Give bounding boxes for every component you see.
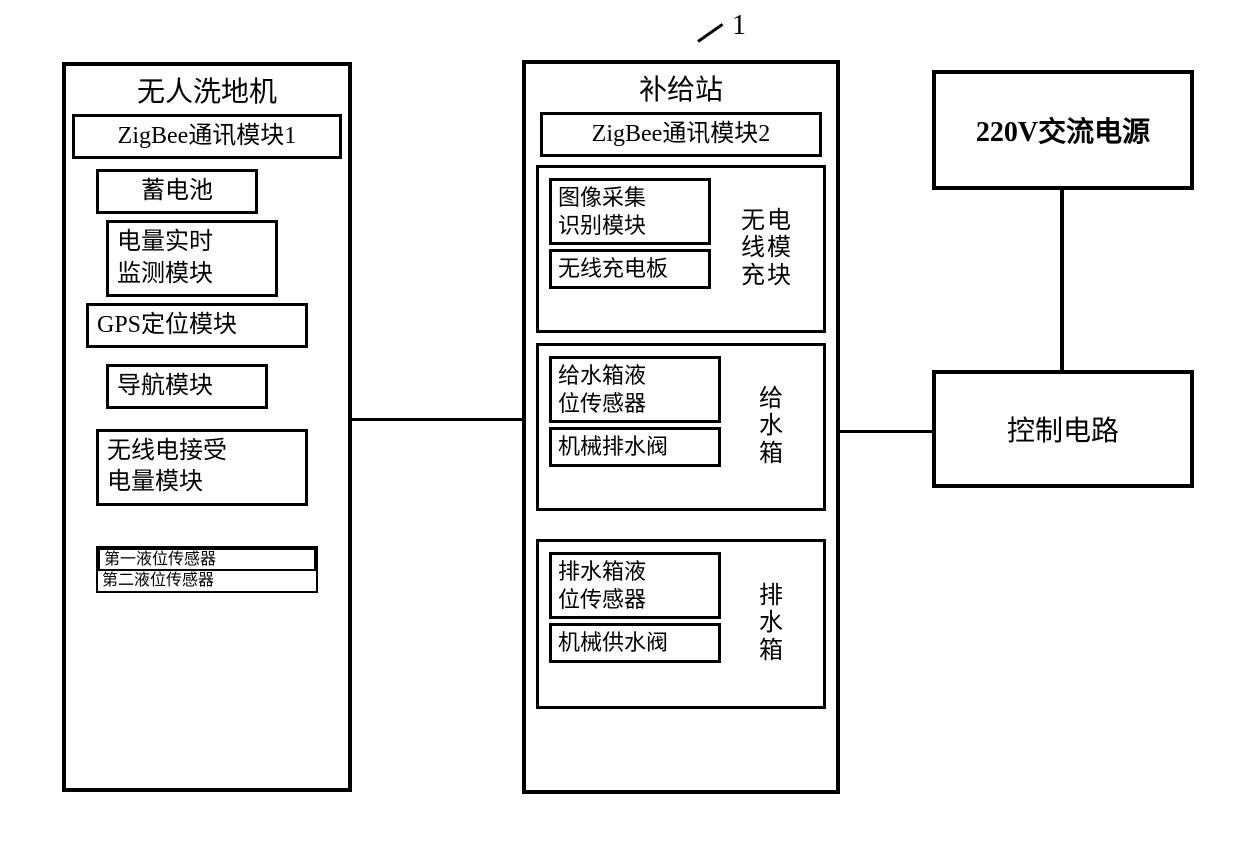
scrubber-box: 无人洗地机 ZigBee通讯模块1 蓄电池 电量实时 监测模块 GPS定位模块 … bbox=[62, 62, 352, 792]
supply-tank-group: 给水箱液 位传感器 机械排水阀 给水箱 bbox=[536, 343, 826, 511]
connector-station-control bbox=[840, 430, 932, 433]
drain-tank-label: 排水箱 bbox=[759, 583, 783, 666]
mech-drain-valve: 机械排水阀 bbox=[549, 427, 721, 467]
connector-scrubber-station bbox=[352, 418, 522, 421]
battery-box: 蓄电池 bbox=[96, 169, 258, 214]
level-sensor-1: 第一液位传感器 bbox=[98, 548, 316, 572]
level-sensor-2: 第二液位传感器 bbox=[98, 571, 316, 591]
charging-group: 图像采集 识别模块 无线充电板 无线充 电模块 bbox=[536, 165, 826, 333]
radio-rx-box: 无线电接受 电量模块 bbox=[96, 429, 308, 505]
power-label: 220V交流电源 bbox=[976, 110, 1150, 150]
leader-line bbox=[697, 23, 723, 43]
nav-box: 导航模块 bbox=[106, 364, 268, 409]
station-box: 补给站 ZigBee通讯模块2 图像采集 识别模块 无线充电板 无线充 电模块 … bbox=[522, 60, 840, 794]
annotation-1: 1 bbox=[732, 10, 746, 42]
charge-pad: 无线充电板 bbox=[549, 249, 711, 289]
control-label: 控制电路 bbox=[1007, 409, 1119, 449]
control-box: 控制电路 bbox=[932, 370, 1194, 488]
power-box: 220V交流电源 bbox=[932, 70, 1194, 190]
drain-level-sensor: 排水箱液 位传感器 bbox=[549, 552, 721, 619]
scrubber-title: 无人洗地机 bbox=[66, 66, 348, 114]
mech-supply-valve: 机械供水阀 bbox=[549, 623, 721, 663]
supply-level-sensor: 给水箱液 位传感器 bbox=[549, 356, 721, 423]
station-title: 补给站 bbox=[526, 64, 836, 112]
gps-box: GPS定位模块 bbox=[86, 303, 308, 348]
drain-tank-group: 排水箱液 位传感器 机械供水阀 排水箱 bbox=[536, 539, 826, 709]
level-sensor-group: 第一液位传感器 第二液位传感器 bbox=[96, 546, 318, 593]
station-zigbee: ZigBee通讯模块2 bbox=[540, 112, 822, 157]
image-module: 图像采集 识别模块 bbox=[549, 178, 711, 245]
supply-tank-label: 给水箱 bbox=[759, 386, 783, 469]
charging-label-col2: 电模块 bbox=[767, 208, 791, 291]
charging-label-col1: 无线充 bbox=[741, 208, 765, 291]
scrubber-zigbee: ZigBee通讯模块1 bbox=[72, 114, 342, 159]
power-monitor-box: 电量实时 监测模块 bbox=[106, 220, 278, 296]
connector-power-control bbox=[1060, 190, 1064, 370]
